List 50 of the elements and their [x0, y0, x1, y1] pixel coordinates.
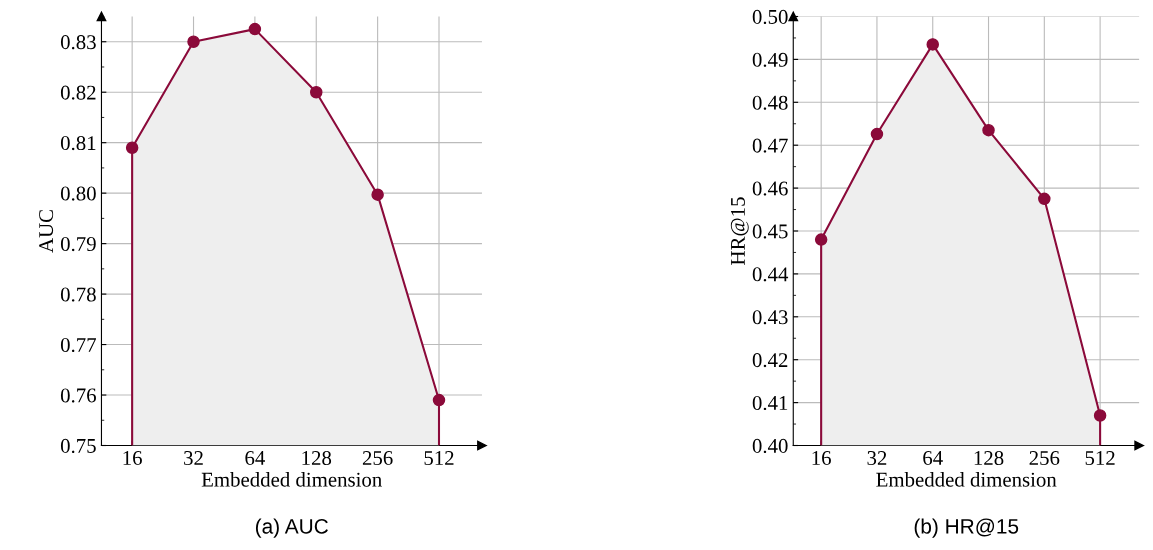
- point: [982, 123, 995, 137]
- text: (a) AUC: [255, 518, 328, 538]
- x-tick-label: 16: [123, 451, 142, 466]
- y-tick-label: 0.43: [752, 310, 788, 325]
- y-tick-label: 0.81: [60, 136, 96, 151]
- y-tick-label: 0.45: [752, 224, 788, 239]
- y-tick-label: 0.75: [60, 438, 96, 454]
- point: [371, 188, 384, 201]
- x-tick-label: 128: [302, 450, 332, 466]
- point: [187, 35, 200, 48]
- x-tick-label: 32: [867, 451, 887, 466]
- point: [310, 85, 323, 99]
- point: [432, 393, 446, 407]
- x-tick-label: 512: [1085, 451, 1115, 466]
- text: (b) HR@15: [914, 518, 1019, 538]
- y-tick-label: 0.47: [752, 138, 788, 153]
- y-tick-label: 0.40: [752, 438, 788, 454]
- x-tick-label: 256: [1029, 451, 1060, 466]
- point: [248, 22, 262, 36]
- x-axis-title: Embedded dimension: [201, 472, 382, 487]
- x-tick-label: 512: [424, 451, 454, 466]
- point: [1093, 409, 1107, 422]
- y-tick-label: 0.46: [752, 181, 788, 196]
- y-tick-label: 0.42: [752, 353, 788, 368]
- point: [814, 233, 828, 246]
- y-tick-label: 0.79: [60, 236, 96, 252]
- y-tick-label: 0.50: [752, 9, 788, 25]
- point: [870, 127, 884, 141]
- y-axis-title: HR@15: [730, 197, 749, 265]
- x-axis-title: Embedded dimension: [876, 472, 1057, 487]
- x-tick-label: 256: [362, 451, 393, 466]
- y-tick-label: 0.49: [752, 52, 788, 67]
- x-tick-label: 128: [974, 450, 1004, 466]
- point: [926, 38, 939, 51]
- y-tick-label: 0.76: [60, 388, 96, 403]
- y-axis-title: AUC: [39, 210, 54, 253]
- y-tick-label: 0.77: [60, 337, 96, 353]
- y-tick-label: 0.82: [60, 85, 96, 100]
- x-tick-label: 16: [812, 451, 831, 466]
- y-tick-label: 0.83: [60, 35, 96, 50]
- point: [125, 141, 139, 154]
- y-tick-label: 0.41: [752, 395, 788, 411]
- point: [1038, 192, 1051, 206]
- y-tick-label: 0.48: [752, 95, 788, 110]
- y-tick-label: 0.44: [752, 267, 789, 282]
- x-tick-label: 64: [245, 451, 265, 466]
- x-tick-label: 32: [184, 451, 203, 466]
- y-tick-label: 0.78: [60, 287, 96, 302]
- x-tick-label: 64: [923, 451, 943, 466]
- y-tick-label: 0.80: [60, 186, 96, 201]
